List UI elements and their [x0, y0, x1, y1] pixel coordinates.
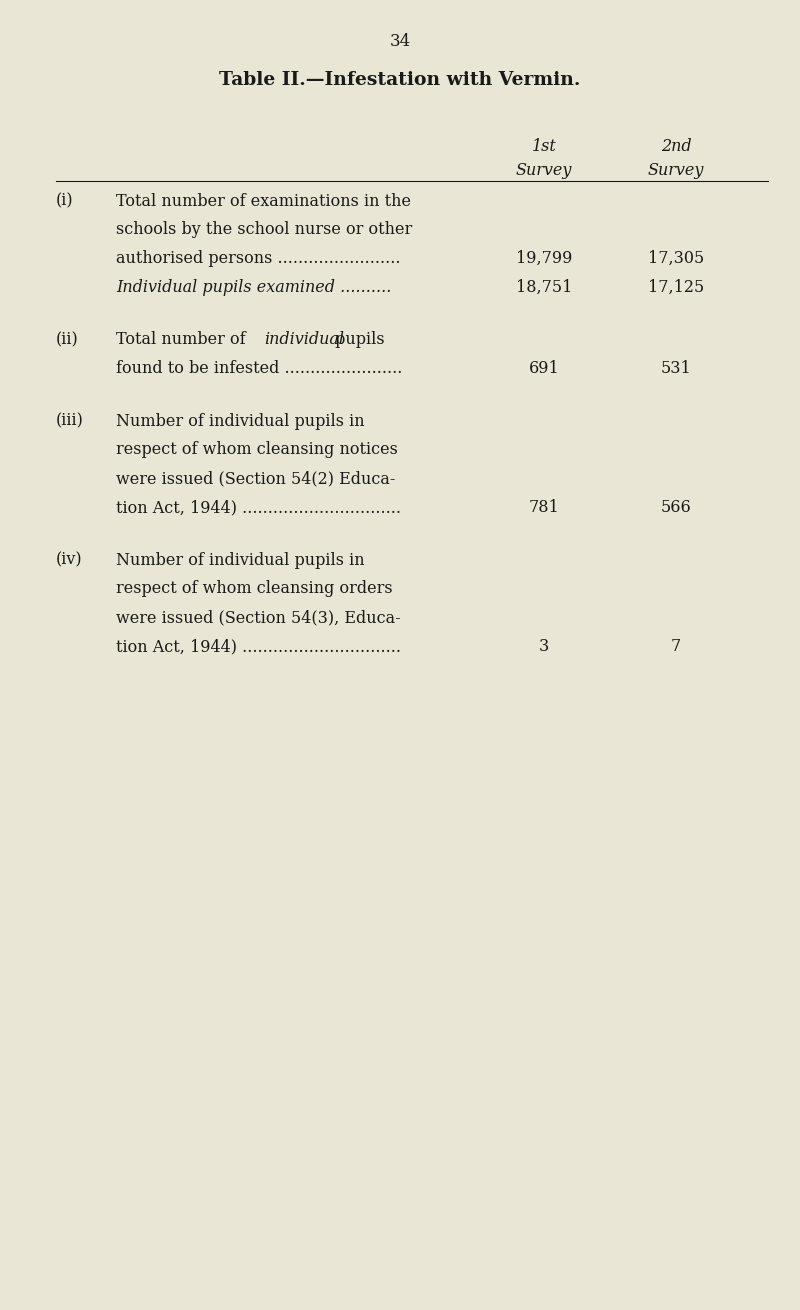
Text: pupils: pupils: [330, 331, 384, 348]
Text: Number of individual pupils in: Number of individual pupils in: [116, 413, 365, 430]
Text: 691: 691: [529, 360, 559, 377]
Text: schools by the school nurse or other: schools by the school nurse or other: [116, 221, 412, 238]
Text: 3: 3: [539, 638, 549, 655]
Text: 566: 566: [661, 499, 691, 516]
Text: Total number of examinations in the: Total number of examinations in the: [116, 193, 411, 210]
Text: (iv): (iv): [56, 552, 82, 569]
Text: respect of whom cleansing notices: respect of whom cleansing notices: [116, 441, 398, 458]
Text: respect of whom cleansing orders: respect of whom cleansing orders: [116, 580, 393, 597]
Text: (i): (i): [56, 193, 74, 210]
Text: authorised persons ........................: authorised persons .....................…: [116, 250, 401, 267]
Text: tion Act, 1944) ...............................: tion Act, 1944) ........................…: [116, 638, 401, 655]
Text: (iii): (iii): [56, 413, 84, 430]
Text: Table II.—Infestation with Vermin.: Table II.—Infestation with Vermin.: [219, 71, 581, 89]
Text: 18,751: 18,751: [516, 279, 572, 296]
Text: 7: 7: [671, 638, 681, 655]
Text: were issued (Section 54(2) Educa-: were issued (Section 54(2) Educa-: [116, 470, 395, 487]
Text: 17,305: 17,305: [648, 250, 704, 267]
Text: Survey: Survey: [648, 162, 704, 179]
Text: 781: 781: [529, 499, 559, 516]
Text: Total number of: Total number of: [116, 331, 250, 348]
Text: Survey: Survey: [516, 162, 572, 179]
Text: Individual pupils examined ..........: Individual pupils examined ..........: [116, 279, 391, 296]
Text: were issued (Section 54(3), Educa-: were issued (Section 54(3), Educa-: [116, 609, 401, 626]
Text: tion Act, 1944) ...............................: tion Act, 1944) ........................…: [116, 499, 401, 516]
Text: 1st: 1st: [532, 138, 556, 155]
Text: (ii): (ii): [56, 331, 78, 348]
Text: 19,799: 19,799: [516, 250, 572, 267]
Text: individual: individual: [264, 331, 344, 348]
Text: 34: 34: [390, 33, 410, 50]
Text: 531: 531: [661, 360, 691, 377]
Text: found to be infested .......................: found to be infested ...................…: [116, 360, 402, 377]
Text: 17,125: 17,125: [648, 279, 704, 296]
Text: Number of individual pupils in: Number of individual pupils in: [116, 552, 365, 569]
Text: 2nd: 2nd: [661, 138, 691, 155]
